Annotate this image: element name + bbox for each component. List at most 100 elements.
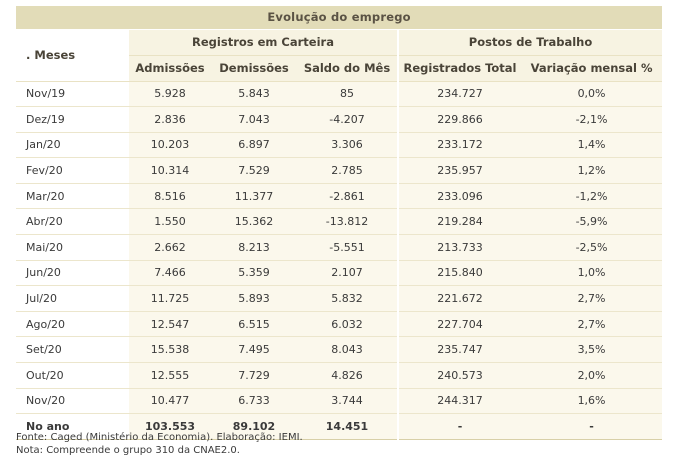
cell-registrados: 233.096	[397, 183, 521, 210]
cell-saldo: -4.207	[297, 106, 398, 133]
cell-demissoes: 7.729	[211, 362, 297, 389]
cell-admissoes: 1.550	[129, 208, 211, 236]
table-row: Abr/20 1.550 15.362 -13.812 219.284 -5,9…	[16, 208, 663, 236]
cell-variacao: 2,7%	[521, 311, 663, 338]
cell-demissoes: 7.529	[211, 157, 297, 184]
cell-demissoes: 11.377	[211, 183, 297, 210]
cell-admissoes: 11.725	[129, 285, 211, 312]
cell-demissoes: 7.495	[211, 336, 297, 364]
header-variacao-mensal: Variação mensal %	[521, 55, 663, 82]
cell-registrados: 240.573	[397, 362, 521, 389]
cell-admissoes: 8.516	[129, 183, 211, 210]
cell-variacao: 2,7%	[521, 285, 663, 312]
cell-registrados: 235.957	[397, 157, 521, 184]
cell-demissoes: 5.359	[211, 260, 297, 287]
table-row: Jul/20 11.725 5.893 5.832 221.672 2,7%	[16, 285, 663, 312]
table-row: Jun/20 7.466 5.359 2.107 215.840 1,0%	[16, 260, 663, 287]
cell-admissoes: 12.555	[129, 362, 211, 389]
cell-registrados: 244.317	[397, 388, 521, 415]
cell-variacao: 3,5%	[521, 336, 663, 364]
cell-variacao: 0,0%	[521, 81, 663, 108]
cell-admissoes: 10.203	[129, 132, 211, 159]
cell-variacao: -5,9%	[521, 208, 663, 236]
cell-demissoes: 5.843	[211, 81, 297, 108]
cell-demissoes: 6.515	[211, 311, 297, 338]
cell-month: Ago/20	[16, 311, 129, 338]
table-title: Evolução do emprego	[16, 6, 663, 30]
cell-saldo: 6.032	[297, 311, 398, 338]
cell-registrados: 234.727	[397, 81, 521, 108]
cell-admissoes: 12.547	[129, 311, 211, 338]
cell-variacao: 2,0%	[521, 362, 663, 389]
table-row: Mai/20 2.662 8.213 -5.551 213.733 -2,5%	[16, 234, 663, 261]
cell-month: Out/20	[16, 362, 129, 389]
cell-demissoes: 6.897	[211, 132, 297, 159]
cell-variacao: -1,2%	[521, 183, 663, 210]
header-admissoes: Admissões	[129, 55, 211, 82]
cell-demissoes: 15.362	[211, 208, 297, 236]
cell-saldo: 85	[297, 81, 398, 108]
cell-registrados: 235.747	[397, 336, 521, 364]
header-demissoes: Demissões	[211, 55, 297, 82]
cell-month: Jan/20	[16, 132, 129, 159]
cell-registrados: 221.672	[397, 285, 521, 312]
cell-demissoes: 6.733	[211, 388, 297, 415]
cell-month: Dez/19	[16, 106, 129, 133]
table-row: Mar/20 8.516 11.377 -2.861 233.096 -1,2%	[16, 183, 663, 210]
table-row: Out/20 12.555 7.729 4.826 240.573 2,0%	[16, 362, 663, 389]
cell-month: Jul/20	[16, 285, 129, 312]
cell-admissoes: 2.836	[129, 106, 211, 133]
cell-admissoes: 10.314	[129, 157, 211, 184]
table-row: Ago/20 12.547 6.515 6.032 227.704 2,7%	[16, 311, 663, 338]
cell-saldo: 4.826	[297, 362, 398, 389]
cell-saldo: 2.785	[297, 157, 398, 184]
table-row: Nov/19 5.928 5.843 85 234.727 0,0%	[16, 81, 663, 108]
employment-table: Evolução do emprego . Meses Registros em…	[16, 6, 663, 440]
cell-saldo: 3.744	[297, 388, 398, 415]
cell-variacao: 1,0%	[521, 260, 663, 287]
cell-registrados: 219.284	[397, 208, 521, 236]
cell-admissoes: 7.466	[129, 260, 211, 287]
scope-note: Nota: Compreende o grupo 310 da CNAE2.0.	[16, 444, 240, 456]
cell-saldo: -13.812	[297, 208, 398, 236]
employment-table-container: Evolução do emprego . Meses Registros em…	[16, 6, 663, 440]
cell-admissoes: 10.477	[129, 388, 211, 415]
cell-registrados: 215.840	[397, 260, 521, 287]
header-registros-em-carteira: Registros em Carteira	[129, 29, 398, 56]
header-saldo-do-mes: Saldo do Mês	[297, 55, 398, 82]
cell-month: Fev/20	[16, 157, 129, 184]
cell-month: Nov/19	[16, 81, 129, 108]
table-footnotes: Fonte: Caged (Ministério da Economia). E…	[16, 432, 303, 457]
cell-month: Mai/20	[16, 234, 129, 261]
cell-saldo: 8.043	[297, 336, 398, 364]
cell-total-label: No ano	[16, 413, 129, 440]
table-total-row: No ano 103.553 89.102 14.451 - -	[16, 413, 663, 440]
cell-demissoes: 7.043	[211, 106, 297, 133]
cell-saldo: -5.551	[297, 234, 398, 261]
cell-variacao: -2,5%	[521, 234, 663, 261]
cell-saldo: -2.861	[297, 183, 398, 210]
cell-variacao: 1,6%	[521, 388, 663, 415]
cell-total-saldo: 14.451	[297, 413, 398, 440]
table-row: Fev/20 10.314 7.529 2.785 235.957 1,2%	[16, 157, 663, 184]
cell-variacao: -2,1%	[521, 106, 663, 133]
cell-variacao: 1,2%	[521, 157, 663, 184]
cell-admissoes: 15.538	[129, 336, 211, 364]
table-row: Jan/20 10.203 6.897 3.306 233.172 1,4%	[16, 132, 663, 159]
cell-total-registrados: -	[397, 413, 521, 440]
cell-registrados: 227.704	[397, 311, 521, 338]
table-row: Set/20 15.538 7.495 8.043 235.747 3,5%	[16, 336, 663, 364]
cell-registrados: 229.866	[397, 106, 521, 133]
source-note: Fonte: Caged (Ministério da Economia). E…	[16, 432, 303, 443]
cell-admissoes: 2.662	[129, 234, 211, 261]
cell-registrados: 233.172	[397, 132, 521, 159]
cell-saldo: 2.107	[297, 260, 398, 287]
cell-month: Abr/20	[16, 208, 129, 236]
cell-registrados: 213.733	[397, 234, 521, 261]
header-meses: . Meses	[16, 29, 129, 82]
header-postos-de-trabalho: Postos de Trabalho	[396, 29, 663, 56]
cell-demissoes: 5.893	[211, 285, 297, 312]
cell-month: Mar/20	[16, 183, 129, 210]
cell-variacao: 1,4%	[521, 132, 663, 159]
cell-month: Set/20	[16, 336, 129, 364]
